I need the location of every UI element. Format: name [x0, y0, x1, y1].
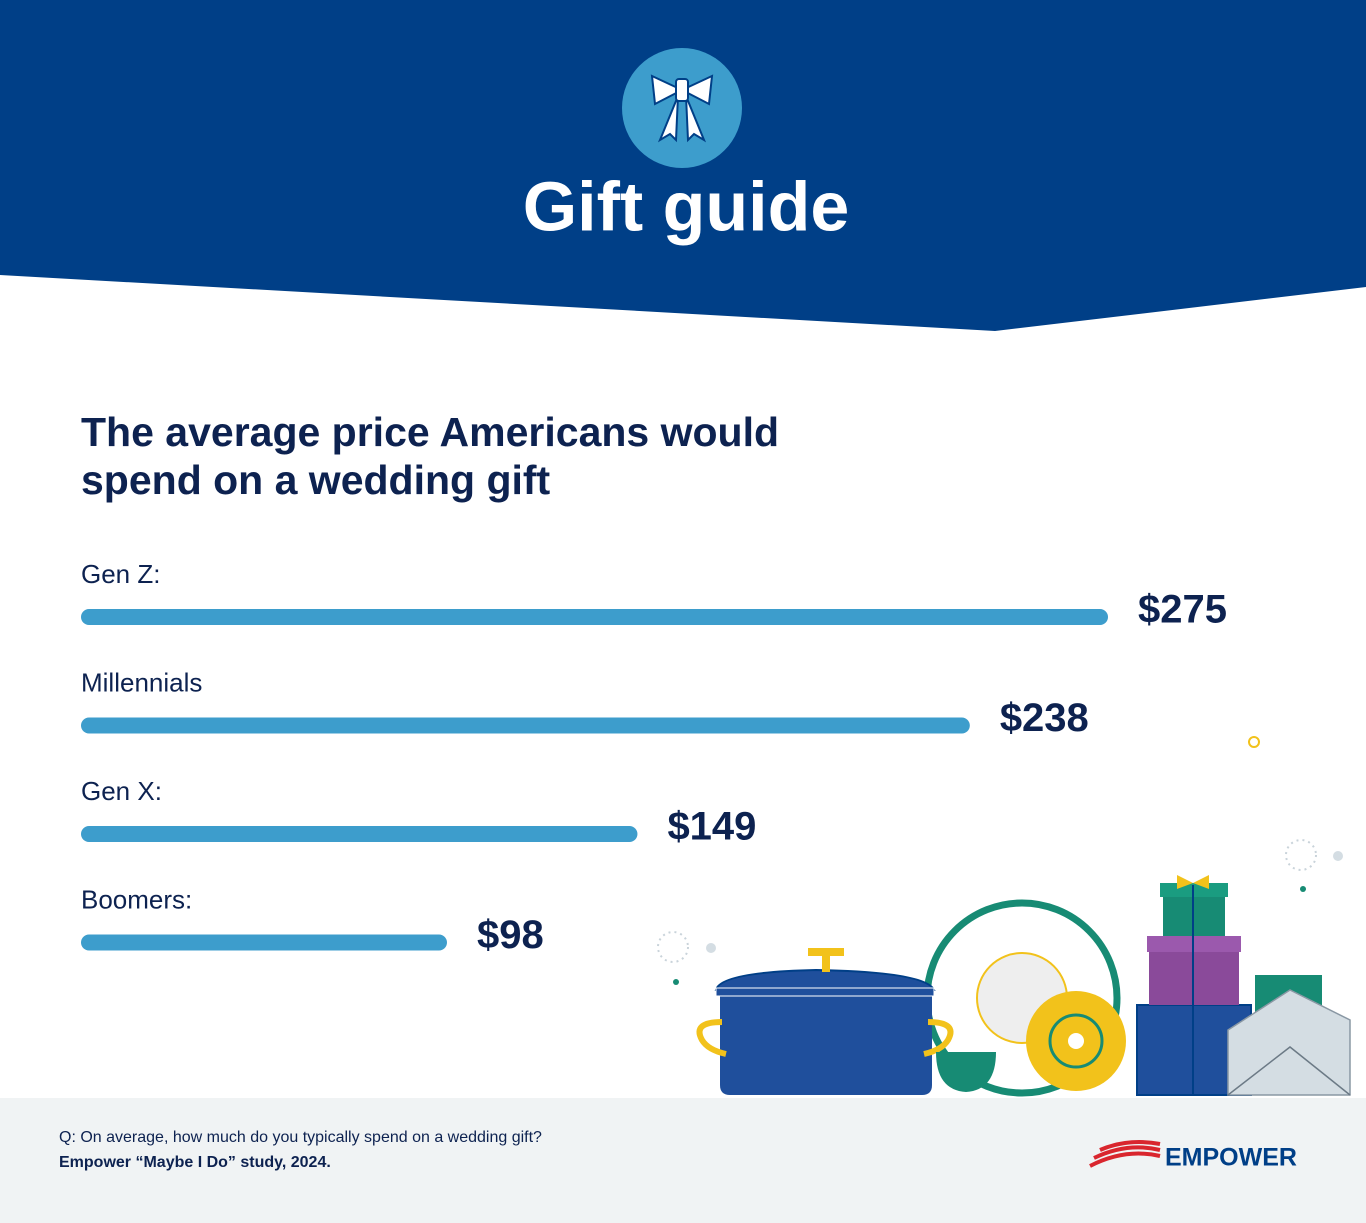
- chart-title: The average price Americans would spend …: [81, 409, 780, 503]
- bow-icon: [650, 74, 714, 143]
- footer-source: Empower “Maybe I Do” study, 2024.: [59, 1154, 331, 1171]
- category-label: Gen Z:: [81, 559, 160, 589]
- chart-title-box: The average price Americans would spend …: [81, 409, 780, 503]
- header-title: Gift guide: [523, 167, 850, 245]
- footer-band: [0, 1098, 1366, 1223]
- category-label: Boomers:: [81, 884, 192, 914]
- bar: [81, 934, 447, 951]
- bar: [81, 717, 970, 734]
- bar: [81, 826, 638, 842]
- illustration: [657, 736, 1351, 1097]
- brand-name: EMPOWER: [1165, 1144, 1297, 1172]
- value-label: $149: [667, 805, 756, 849]
- value-label: $275: [1138, 588, 1227, 632]
- brand-logo: EMPOWER: [1089, 1140, 1297, 1172]
- footer-question: Q: On average, how much do you typically…: [59, 1129, 542, 1146]
- value-label: $238: [1000, 696, 1089, 740]
- bar-chart: Gen Z: $275 Millennials $238 Gen X: $149 Boome…: [81, 559, 1227, 957]
- bar: [81, 609, 1108, 625]
- bow-badge: [622, 48, 742, 168]
- category-label: Gen X:: [81, 776, 162, 806]
- value-label: $98: [477, 913, 544, 957]
- category-label: Millennials: [81, 667, 202, 697]
